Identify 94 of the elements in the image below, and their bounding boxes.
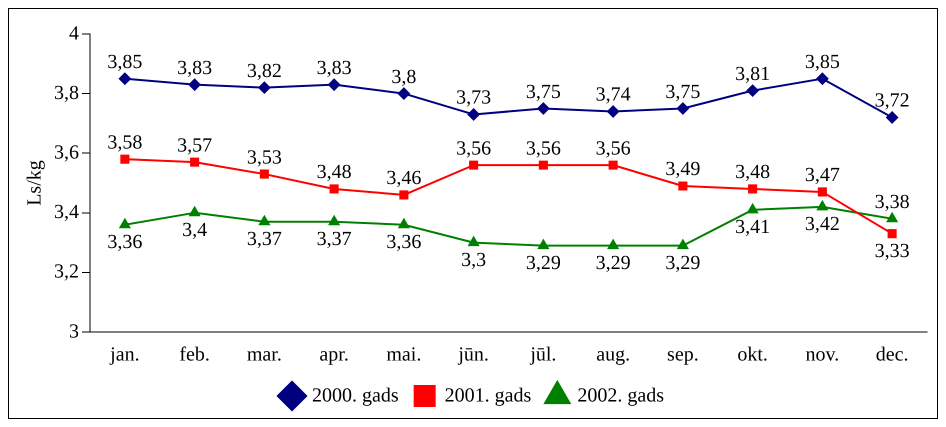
point bbox=[399, 190, 408, 200]
x-tick-label: mai. bbox=[386, 343, 422, 366]
point bbox=[537, 102, 550, 114]
data-label: 3,72 bbox=[874, 90, 910, 112]
point bbox=[468, 236, 479, 246]
point bbox=[328, 78, 340, 91]
data-label: 3,33 bbox=[874, 240, 910, 262]
data-label: 3,4 bbox=[182, 219, 208, 242]
y-tick-label: 3,8 bbox=[54, 82, 79, 104]
data-label: 3,3 bbox=[461, 248, 486, 271]
point bbox=[398, 88, 410, 100]
data-label: 3,57 bbox=[177, 134, 212, 156]
legend-label: 2001. gads bbox=[444, 384, 532, 406]
point bbox=[538, 160, 548, 170]
point bbox=[260, 170, 269, 179]
data-label: 3,83 bbox=[316, 56, 352, 79]
data-label: 3,36 bbox=[386, 230, 422, 253]
point bbox=[330, 184, 339, 194]
data-label: 3,82 bbox=[246, 60, 282, 82]
y-tick-label: 3,6 bbox=[54, 141, 79, 164]
point bbox=[816, 72, 828, 85]
point bbox=[678, 240, 688, 250]
x-tick-label: dec. bbox=[876, 343, 909, 366]
data-label: 3,56 bbox=[526, 137, 561, 160]
x-tick-label: okt. bbox=[737, 343, 768, 366]
data-label: 3,8 bbox=[391, 66, 416, 88]
x-tick-label: jūl. bbox=[529, 343, 556, 366]
point bbox=[676, 102, 689, 114]
point bbox=[746, 84, 759, 97]
y-tick-label: 3,2 bbox=[54, 260, 79, 283]
data-label: 3,36 bbox=[107, 230, 142, 253]
x-tick-label: sep. bbox=[667, 343, 699, 366]
legend-label: 2002. gads bbox=[577, 384, 664, 406]
point bbox=[817, 200, 828, 210]
point bbox=[188, 78, 201, 91]
point bbox=[607, 105, 620, 118]
data-label: 3,37 bbox=[246, 228, 282, 250]
data-label: 3,74 bbox=[596, 84, 631, 106]
x-tick-label: feb. bbox=[179, 343, 210, 366]
point bbox=[608, 240, 618, 250]
point bbox=[538, 240, 549, 250]
x-tick-label: jan. bbox=[109, 343, 140, 366]
data-label: 3,56 bbox=[456, 137, 492, 160]
y-tick-label: 4 bbox=[69, 22, 79, 44]
point bbox=[678, 181, 688, 191]
data-label: 3,73 bbox=[456, 86, 492, 109]
point bbox=[468, 108, 480, 120]
data-label: 3,46 bbox=[386, 167, 422, 190]
y-tick-label: 3,4 bbox=[54, 201, 79, 224]
data-label: 3,85 bbox=[804, 50, 840, 73]
legend-label: 2000. gads bbox=[312, 384, 399, 406]
x-tick-label: nov. bbox=[806, 343, 840, 366]
data-label: 3,49 bbox=[665, 158, 700, 180]
data-label: 3,85 bbox=[107, 50, 142, 73]
data-label: 3,41 bbox=[735, 216, 770, 238]
point bbox=[120, 218, 130, 228]
x-tick-label: apr. bbox=[319, 343, 349, 366]
point bbox=[747, 204, 758, 214]
point bbox=[120, 154, 130, 164]
point bbox=[258, 82, 270, 94]
point bbox=[398, 218, 410, 228]
point bbox=[328, 216, 340, 226]
y-tick-label: 3 bbox=[69, 320, 79, 342]
y-axis-title: Ls/kg bbox=[23, 160, 46, 206]
data-label: 3,83 bbox=[177, 56, 212, 79]
data-label: 3,75 bbox=[526, 80, 561, 103]
data-label: 3,56 bbox=[596, 137, 631, 160]
data-label: 3,48 bbox=[316, 161, 352, 184]
data-label: 3,58 bbox=[107, 131, 142, 154]
point bbox=[118, 72, 131, 85]
point bbox=[469, 160, 478, 170]
point bbox=[818, 187, 827, 196]
data-label: 3,38 bbox=[874, 191, 910, 214]
x-tick-label: mar. bbox=[246, 343, 282, 366]
point bbox=[886, 212, 898, 222]
x-tick-label: aug. bbox=[596, 343, 630, 366]
data-label: 3,29 bbox=[526, 252, 561, 274]
point bbox=[608, 160, 618, 170]
x-tick-label: jūn. bbox=[457, 343, 489, 366]
data-label: 3,42 bbox=[804, 213, 840, 236]
point bbox=[190, 158, 200, 167]
data-label: 3,81 bbox=[735, 62, 770, 85]
data-label: 3,75 bbox=[665, 80, 700, 103]
data-label: 3,53 bbox=[246, 146, 282, 168]
point bbox=[886, 111, 898, 124]
point bbox=[259, 216, 270, 226]
data-label: 3,47 bbox=[804, 164, 840, 186]
data-label: 3,29 bbox=[665, 252, 700, 274]
data-label: 3,29 bbox=[596, 252, 631, 274]
data-label: 3,37 bbox=[316, 228, 352, 250]
point bbox=[888, 229, 897, 238]
point bbox=[189, 206, 200, 216]
point bbox=[748, 184, 758, 194]
data-label: 3,48 bbox=[735, 161, 770, 184]
